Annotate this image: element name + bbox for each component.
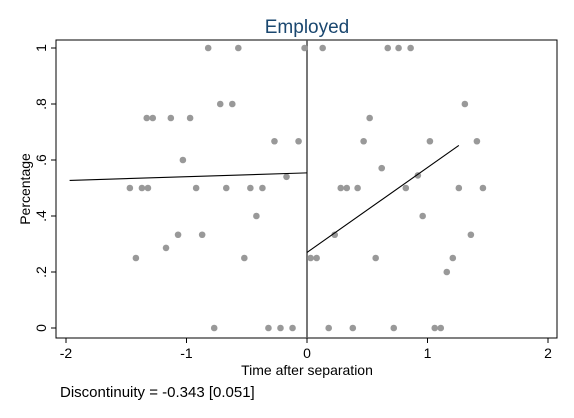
data-point [384, 45, 391, 52]
y-axis: 0 .2 .4 .6 .8 1 [33, 44, 56, 332]
x-tick-label: 0 [303, 345, 311, 361]
data-point [372, 255, 379, 262]
data-point [366, 115, 373, 122]
data-point [343, 185, 350, 192]
data-point [354, 185, 361, 192]
data-point [229, 101, 236, 108]
data-point [145, 185, 152, 192]
fit-line [70, 173, 307, 181]
data-point [205, 45, 212, 52]
data-point [277, 325, 284, 332]
data-point [193, 185, 200, 192]
y-axis-label: Percentage [17, 153, 33, 225]
data-point [253, 213, 260, 220]
data-point [235, 45, 242, 52]
data-point [307, 255, 314, 262]
data-point [223, 185, 230, 192]
data-point [395, 45, 402, 52]
y-tick-label: .6 [33, 154, 49, 166]
data-point [325, 325, 332, 332]
fit-lines [70, 145, 459, 252]
y-tick-label: .2 [33, 266, 49, 278]
data-point [211, 325, 218, 332]
data-point [199, 231, 206, 238]
data-point [468, 231, 475, 238]
fit-line [307, 145, 459, 252]
data-point [168, 115, 175, 122]
chart-title: Employed [265, 17, 350, 38]
data-point [149, 115, 156, 122]
data-point [139, 185, 146, 192]
data-point [247, 185, 254, 192]
data-point [407, 45, 414, 52]
data-point [474, 138, 481, 145]
data-point [295, 138, 302, 145]
data-point [443, 269, 450, 276]
data-point [187, 115, 194, 122]
data-point [462, 101, 469, 108]
data-point [419, 213, 426, 220]
x-tick-label: -1 [180, 345, 193, 361]
data-point [349, 325, 356, 332]
data-point [337, 185, 344, 192]
data-point [180, 157, 187, 164]
data-point [283, 174, 290, 181]
data-point [456, 185, 463, 192]
data-point [259, 185, 266, 192]
y-tick-label: .4 [33, 210, 49, 222]
data-point [390, 325, 397, 332]
data-point [378, 165, 385, 172]
data-point [175, 231, 182, 238]
data-point [319, 45, 326, 52]
y-tick-label: .8 [33, 98, 49, 110]
discontinuity-note: Discontinuity = -0.343 [0.051] [60, 384, 255, 401]
data-point [265, 325, 272, 332]
data-point [403, 185, 410, 192]
data-point [301, 45, 308, 52]
data-point [313, 255, 320, 262]
data-point [241, 255, 248, 262]
data-point [289, 325, 296, 332]
data-point [427, 138, 434, 145]
x-tick-label: -2 [60, 345, 73, 361]
x-axis: -2 -1 0 1 2 [60, 338, 552, 361]
data-point [480, 185, 487, 192]
data-point [360, 138, 367, 145]
data-point [437, 325, 444, 332]
x-tick-label: 2 [544, 345, 552, 361]
data-point [431, 325, 438, 332]
data-point [163, 245, 170, 252]
data-point [143, 115, 150, 122]
data-point [450, 255, 457, 262]
x-axis-label: Time after separation [241, 362, 373, 378]
y-tick-label: 0 [33, 324, 49, 332]
y-tick-label: 1 [33, 44, 49, 52]
x-tick-label: 1 [424, 345, 432, 361]
data-point [133, 255, 140, 262]
data-point [127, 185, 134, 192]
data-point [217, 101, 224, 108]
data-point [271, 138, 278, 145]
